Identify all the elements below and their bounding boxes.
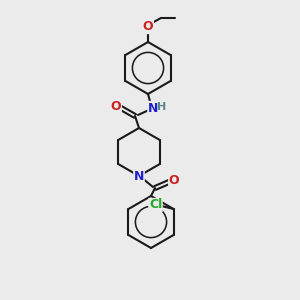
Text: O: O [111,100,121,113]
Text: N: N [148,101,158,115]
Text: O: O [143,20,153,34]
Text: Cl: Cl [149,199,162,212]
Text: H: H [158,102,166,112]
Text: N: N [134,169,144,182]
Text: O: O [169,175,179,188]
